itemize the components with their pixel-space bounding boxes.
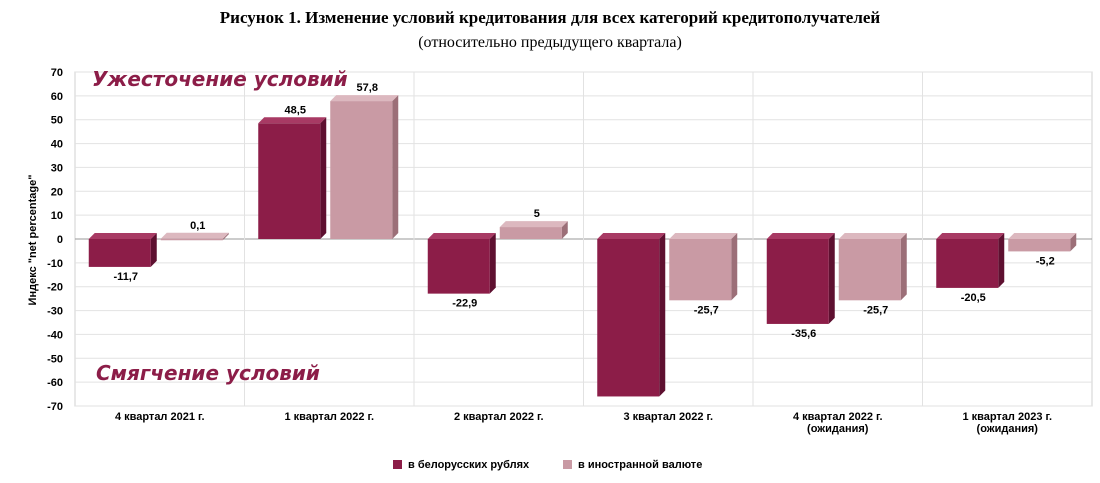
bar-top — [1008, 233, 1077, 239]
data-label: -22,9 — [452, 298, 477, 310]
bar — [838, 239, 901, 301]
bar — [499, 227, 562, 239]
x-tick-label: 4 квартал 2022 г. — [793, 411, 883, 423]
y-tick-label: 70 — [51, 67, 63, 79]
bar — [160, 238, 223, 241]
x-axis-categories: 4 квартал 2021 г. 1 квартал 2022 г. 2 квар… — [115, 411, 1052, 435]
y-axis-label: Индекс "net percentage" — [27, 175, 39, 306]
annotation-easing: Смягчение условий — [96, 361, 320, 385]
y-tick-label: 50 — [51, 115, 63, 127]
bar-top — [669, 233, 738, 239]
x-tick-label: 2 квартал 2022 г. — [454, 411, 544, 423]
data-label: -25,7 — [694, 304, 719, 316]
bar-side — [731, 233, 738, 301]
bar-side — [392, 95, 399, 239]
data-label: -20,5 — [961, 292, 986, 304]
bar — [669, 239, 732, 301]
bar — [597, 239, 660, 397]
legend-swatch — [563, 460, 572, 469]
bar-top — [330, 95, 399, 102]
bar — [427, 239, 490, 294]
x-tick-label: 3 квартал 2022 г. — [623, 411, 713, 423]
data-label: 48,5 — [285, 104, 306, 116]
bar-side — [828, 233, 835, 324]
data-label: -25,7 — [863, 304, 888, 316]
bar-top — [766, 233, 835, 239]
annotation-tightening: Ужесточение условий — [92, 67, 348, 91]
legend-label: в иностранной валюте — [578, 459, 702, 471]
legend: в белорусских рублях в иностранной валюте — [393, 459, 702, 471]
bar — [1008, 239, 1071, 252]
bar — [936, 239, 999, 288]
y-tick-label: -30 — [47, 306, 63, 318]
y-tick-label: -10 — [47, 258, 63, 270]
data-labels: -11,7 48,5 -22,9 -35,6 -20,5 0,1 57,8 5 -25,7 -25… — [114, 82, 1055, 340]
bar-side — [1070, 233, 1077, 252]
bar — [258, 123, 321, 239]
bar — [88, 239, 151, 267]
bar — [330, 101, 393, 239]
bar-side — [900, 233, 907, 301]
bar-top — [597, 233, 666, 239]
bar-top — [838, 233, 907, 239]
x-tick-label: (ожидания) — [807, 423, 869, 435]
data-label: -11,7 — [114, 271, 138, 283]
bar-top — [936, 233, 1005, 239]
bar-top — [499, 221, 568, 228]
y-tick-label: 40 — [51, 139, 63, 151]
y-tick-label: -70 — [47, 401, 63, 413]
bar-side — [659, 233, 666, 397]
bar-side — [222, 232, 229, 241]
y-tick-label: 30 — [51, 162, 63, 174]
y-tick-label: 10 — [51, 210, 63, 222]
bar-side — [320, 117, 327, 239]
chart-subtitle: (относительно предыдущего квартала) — [418, 34, 682, 51]
chart-title: Рисунок 1. Изменение условий кредитовани… — [219, 8, 881, 27]
bar-side — [561, 221, 568, 239]
y-tick-label: -60 — [47, 377, 63, 389]
bar-side — [489, 233, 496, 294]
data-label: -35,6 — [791, 328, 816, 340]
x-tick-label: 1 квартал 2022 г. — [284, 411, 374, 423]
data-label: 5 — [534, 208, 540, 220]
bar-top — [88, 233, 157, 239]
bar-side — [998, 233, 1005, 288]
legend-label: в белорусских рублях — [408, 459, 530, 471]
bar — [766, 239, 829, 324]
bar-top — [427, 233, 496, 239]
y-tick-label: -40 — [47, 329, 63, 341]
bar-side — [150, 233, 157, 267]
y-axis-ticks: 70 60 50 40 30 20 10 0 -10 -20 -30 -40 -50 -60 -70 — [47, 67, 63, 413]
x-tick-label: (ожидания) — [977, 423, 1039, 435]
bars — [88, 95, 1077, 397]
y-tick-label: 20 — [51, 186, 63, 198]
y-tick-label: 60 — [51, 91, 63, 103]
grid — [74, 71, 1093, 407]
data-label: 57,8 — [357, 82, 378, 94]
bar-top — [160, 232, 229, 239]
y-tick-label: -20 — [47, 282, 63, 294]
bar-top — [258, 117, 327, 124]
y-tick-label: 0 — [57, 234, 63, 246]
legend-swatch — [393, 460, 402, 469]
data-label: -5,2 — [1036, 255, 1055, 267]
y-tick-label: -50 — [47, 353, 63, 365]
x-tick-label: 4 квартал 2021 г. — [115, 411, 205, 423]
x-tick-label: 1 квартал 2023 г. — [962, 411, 1052, 423]
data-label: 0,1 — [190, 220, 205, 232]
